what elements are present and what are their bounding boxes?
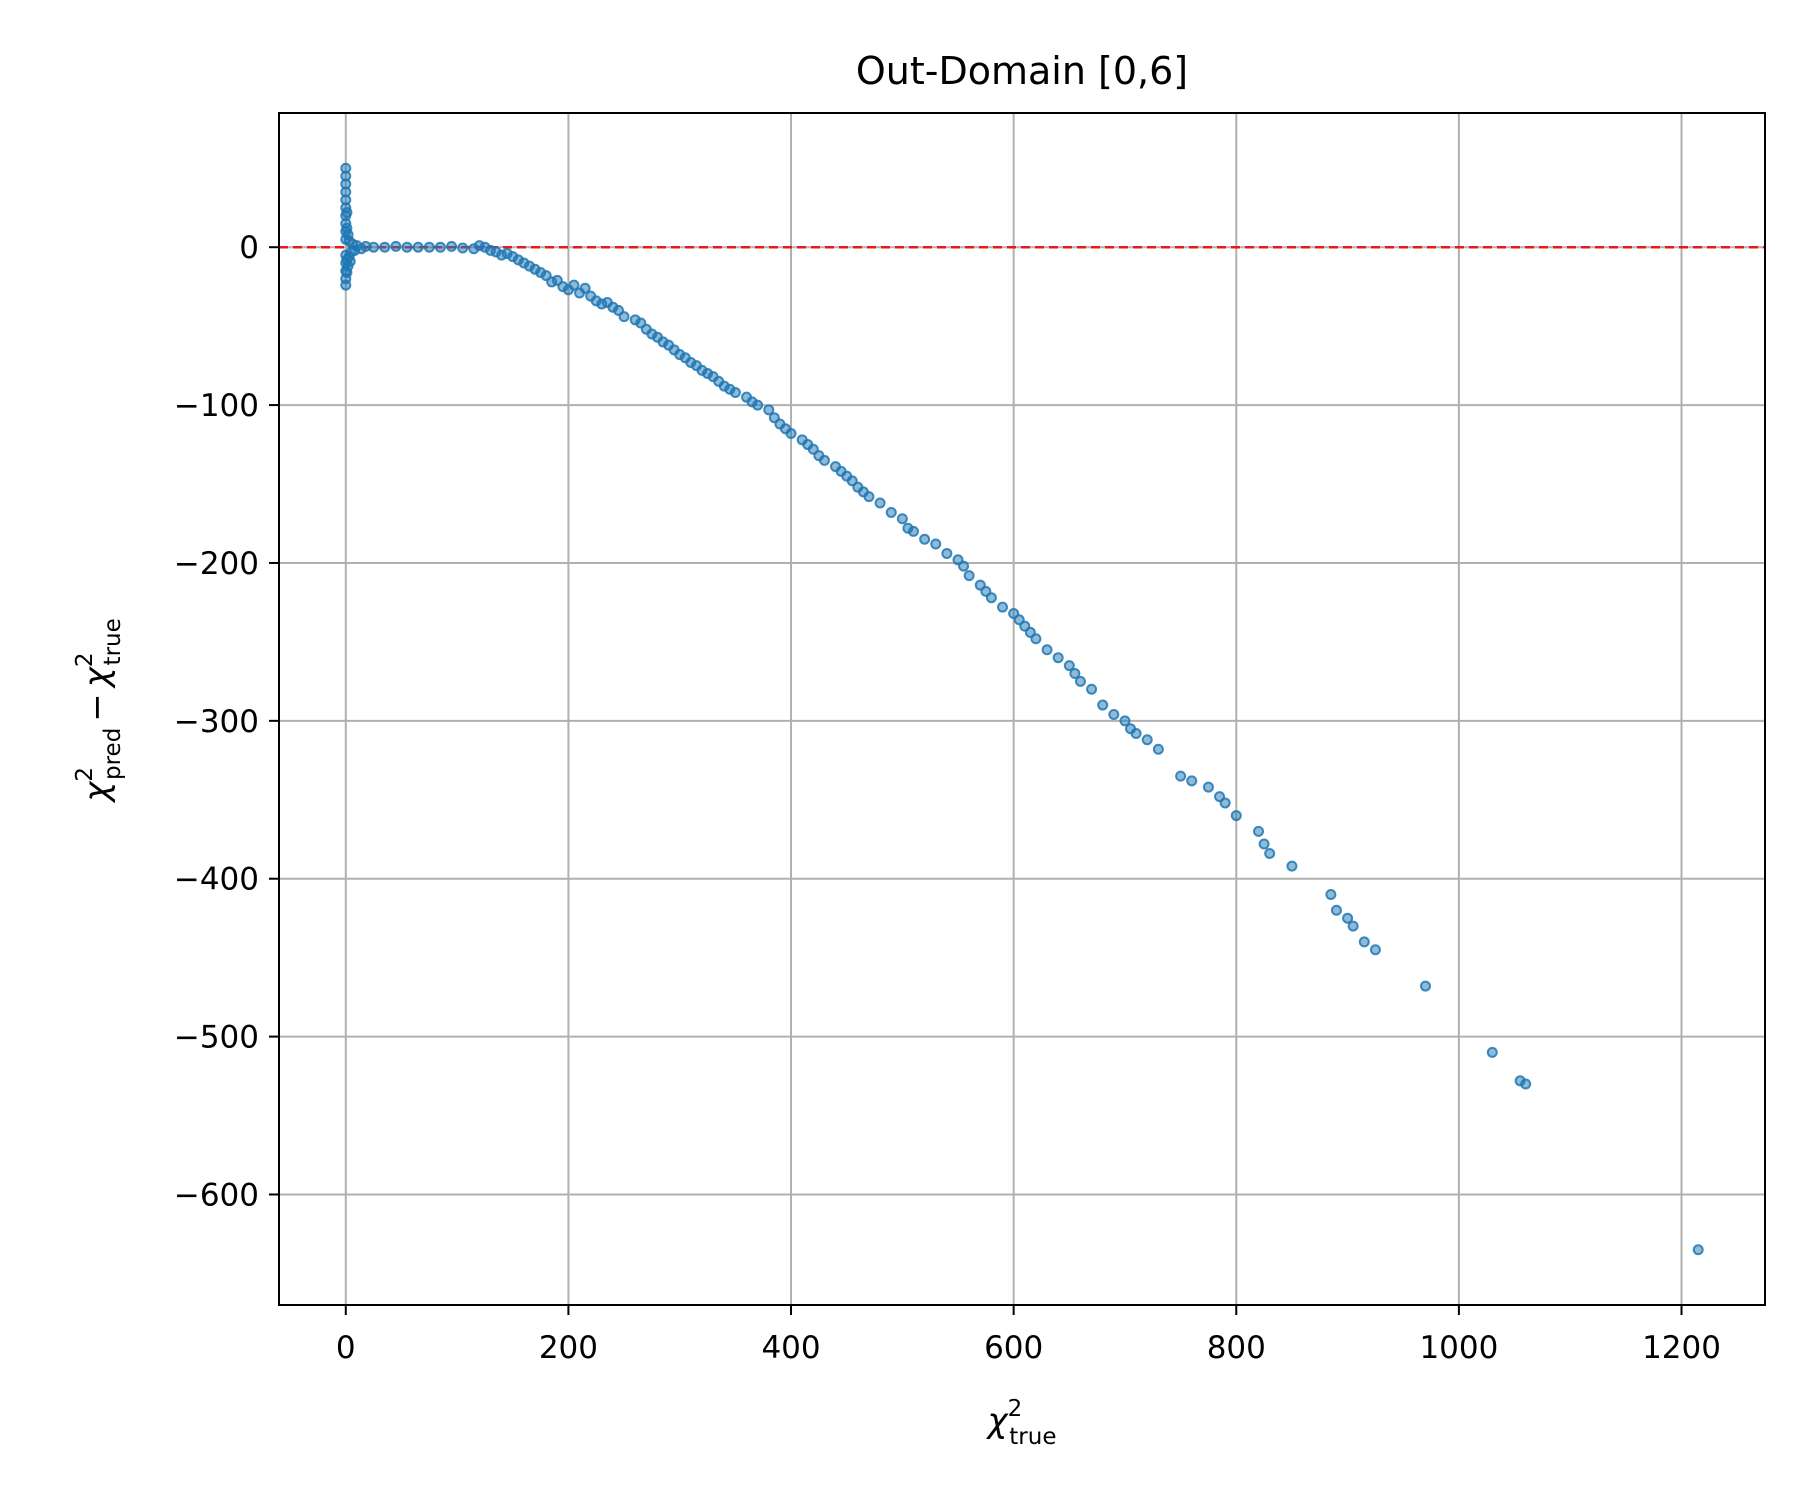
scatter-point — [1202, 781, 1214, 793]
scatter-point — [963, 570, 975, 582]
x-tick-label: 1200 — [1642, 1330, 1721, 1366]
x-axis-ticks: 0 200 400 600 800 1000 1200 — [336, 1305, 1721, 1366]
scatter-point — [390, 240, 402, 252]
scatter-point — [412, 241, 424, 253]
y-tick-label: −500 — [174, 1020, 259, 1056]
scatter-point — [752, 399, 764, 411]
x-tick-label: 1000 — [1419, 1330, 1498, 1366]
y-tick-label: −400 — [174, 862, 259, 898]
scatter-point — [340, 279, 352, 291]
scatter-point — [1258, 838, 1270, 850]
scatter-point — [919, 533, 931, 545]
scatter-point — [729, 386, 741, 398]
scatter-point — [785, 427, 797, 439]
x-axis-label: χ2 true — [986, 1396, 1057, 1450]
y-tick-label: 0 — [239, 230, 259, 266]
scatter-point — [930, 538, 942, 550]
scatter-point — [344, 255, 356, 267]
scatter-point — [1175, 770, 1187, 782]
scatter-point — [1230, 810, 1242, 822]
scatter-point — [618, 311, 630, 323]
scatter-point — [985, 592, 997, 604]
scatter-point — [1286, 860, 1298, 872]
scatter-point — [1253, 825, 1265, 837]
scatter-point — [1152, 743, 1164, 755]
x-tick-label: 0 — [336, 1330, 356, 1366]
y-axis-label: χ2pred−χ2true — [72, 618, 126, 804]
scatter-point — [1325, 889, 1337, 901]
scatter-point — [1219, 797, 1231, 809]
y-tick-label: −600 — [174, 1177, 259, 1213]
scatter-point — [1141, 734, 1153, 746]
data-points — [340, 162, 1704, 1256]
scatter-point — [457, 242, 469, 254]
scatter-point — [446, 240, 458, 252]
scatter-point — [941, 547, 953, 559]
scatter-point — [958, 560, 970, 572]
scatter-point — [1420, 980, 1432, 992]
scatter-point — [1097, 699, 1109, 711]
y-label-first-symbol: χ — [77, 780, 117, 804]
x-tick-label: 600 — [984, 1330, 1043, 1366]
scatter-point — [1119, 715, 1131, 727]
y-axis-ticks: 0 −100 −200 −300 −400 −500 −600 — [174, 230, 279, 1213]
scatter-point — [1347, 920, 1359, 932]
scatter-point — [1692, 1244, 1704, 1256]
scatter-point — [885, 506, 897, 518]
scatter-point — [863, 491, 875, 503]
scatter-point — [1074, 675, 1086, 687]
scatter-point — [896, 513, 908, 525]
scatter-point — [1063, 660, 1075, 672]
x-label-sup: 2 — [1008, 1396, 1023, 1422]
scatter-point — [874, 497, 886, 509]
scatter-point — [1369, 944, 1381, 956]
scatter-point — [1186, 775, 1198, 787]
grid — [279, 113, 1765, 1305]
scatter-point — [818, 454, 830, 466]
scatter-point — [568, 279, 580, 291]
scatter-point — [341, 206, 353, 218]
scatter-point — [997, 601, 1009, 613]
y-tick-label: −300 — [174, 704, 259, 740]
y-label-second-sub: true — [100, 618, 126, 665]
scatter-point — [434, 241, 446, 253]
scatter-point — [379, 241, 391, 253]
scatter-point — [1130, 727, 1142, 739]
scatter-point — [1520, 1078, 1532, 1090]
scatter-point — [1342, 912, 1354, 924]
scatter-point — [1330, 904, 1342, 916]
chart-title: Out-Domain [0,6] — [856, 49, 1188, 93]
plot-frame — [278, 112, 1766, 1306]
y-tick-label: −200 — [174, 546, 259, 582]
scatter-point — [1486, 1046, 1498, 1058]
y-label-first-sub: pred — [100, 728, 126, 780]
scatter-point — [1069, 667, 1081, 679]
y-label-operator: − — [77, 693, 117, 722]
scatter-point — [1086, 683, 1098, 695]
scatter-point — [1052, 652, 1064, 664]
x-tick-label: 400 — [761, 1330, 820, 1366]
scatter-point — [1108, 709, 1120, 721]
scatter-point — [763, 404, 775, 416]
scatter-point — [1358, 936, 1370, 948]
y-label-first-sup: 2 — [72, 767, 98, 782]
x-tick-label: 800 — [1207, 1330, 1266, 1366]
y-label-second-sup: 2 — [72, 652, 98, 667]
scatter-point — [401, 241, 413, 253]
x-tick-label: 200 — [539, 1330, 598, 1366]
scatter-point — [1041, 644, 1053, 656]
scatter-point — [579, 282, 591, 294]
plot-area — [279, 113, 1765, 1305]
y-label-second-symbol: χ — [77, 665, 117, 689]
scatter-point — [1030, 633, 1042, 645]
scatter-point — [368, 241, 380, 253]
x-label-symbol: χ — [986, 1401, 1010, 1441]
y-tick-label: −100 — [174, 388, 259, 424]
scatter-point — [907, 525, 919, 537]
scatter-point — [423, 241, 435, 253]
x-label-sub: true — [1009, 1424, 1056, 1450]
scatter-point — [1264, 847, 1276, 859]
